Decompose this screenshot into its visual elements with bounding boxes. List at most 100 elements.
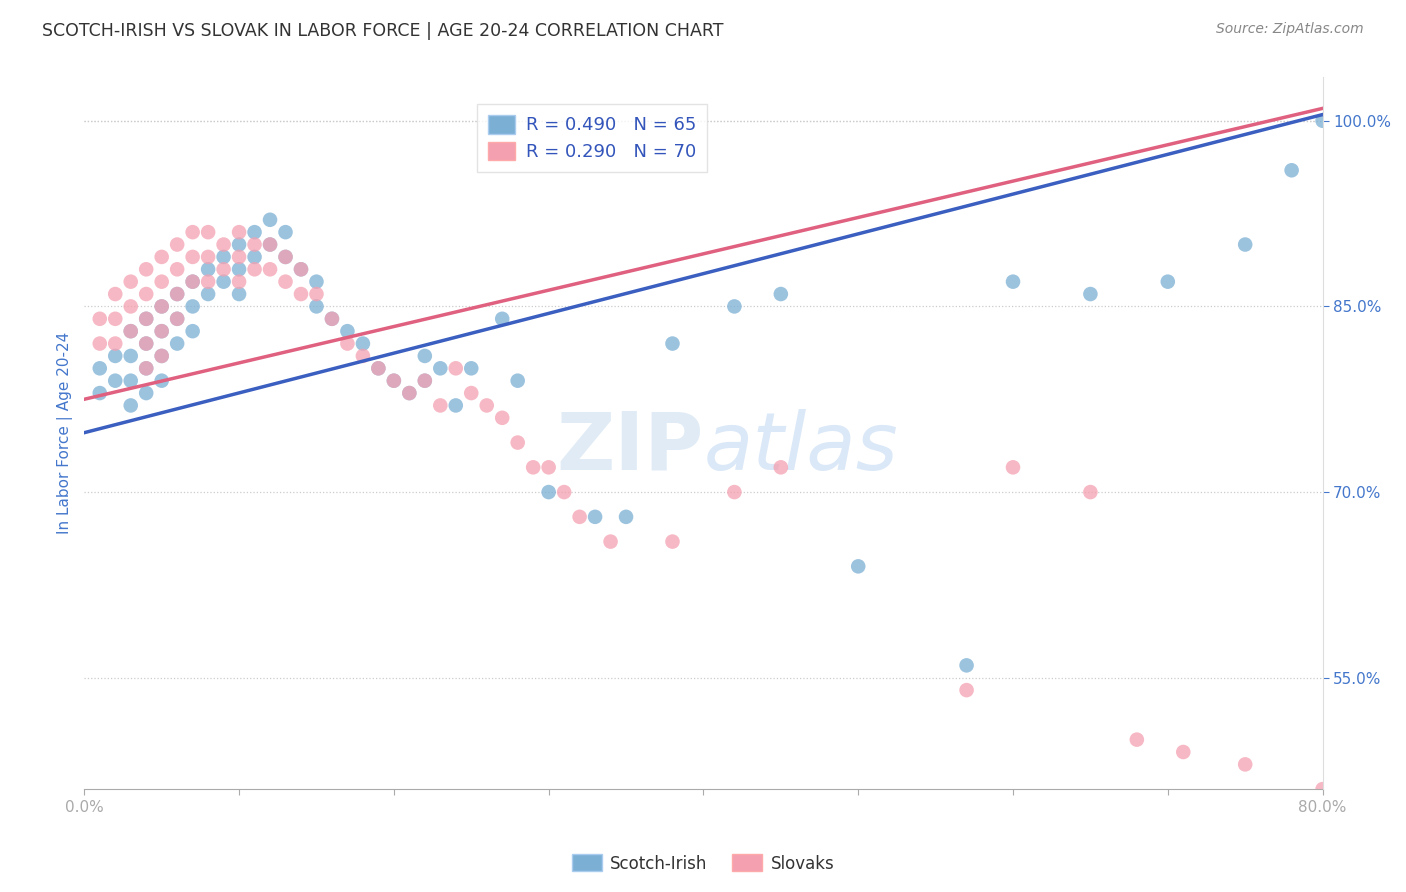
Point (150, 324, 173, 338)
Point (537, 485, 560, 500)
Point (398, 386, 420, 401)
Point (181, 300, 204, 314)
Legend: R = 0.490   N = 65, R = 0.290   N = 70: R = 0.490 N = 65, R = 0.290 N = 70 (477, 104, 707, 172)
Point (413, 349, 436, 363)
Point (150, 300, 173, 314)
Y-axis label: In Labor Force | Age 20-24: In Labor Force | Age 20-24 (58, 332, 73, 534)
Point (413, 374, 436, 388)
Point (305, 275, 328, 289)
Point (181, 250, 204, 264)
Point (491, 410, 513, 425)
Point (661, 534, 683, 549)
Point (259, 237, 281, 252)
Point (150, 324, 173, 338)
Point (429, 361, 451, 376)
Point (259, 237, 281, 252)
Point (135, 336, 157, 351)
Point (259, 212, 281, 227)
Point (120, 374, 142, 388)
Point (1157, 275, 1180, 289)
Point (166, 262, 188, 277)
Point (1234, 237, 1257, 252)
Point (104, 311, 127, 326)
Point (321, 311, 343, 326)
Point (181, 275, 204, 289)
Point (212, 250, 235, 264)
Point (181, 324, 204, 338)
Point (290, 262, 312, 277)
Point (212, 262, 235, 277)
Point (491, 311, 513, 326)
Point (1080, 287, 1102, 301)
Point (846, 559, 869, 574)
Point (382, 374, 405, 388)
Point (274, 225, 297, 239)
Point (89, 386, 111, 401)
Point (955, 683, 977, 698)
Point (444, 399, 467, 413)
Point (243, 237, 266, 252)
Point (305, 300, 328, 314)
Point (104, 287, 127, 301)
Point (290, 287, 312, 301)
Point (135, 311, 157, 326)
Point (336, 324, 359, 338)
Point (1234, 757, 1257, 772)
Point (290, 262, 312, 277)
Point (769, 460, 792, 475)
Point (1001, 460, 1024, 475)
Point (150, 374, 173, 388)
Point (135, 311, 157, 326)
Point (150, 275, 173, 289)
Point (181, 275, 204, 289)
Point (150, 349, 173, 363)
Point (104, 374, 127, 388)
Point (104, 336, 127, 351)
Point (166, 311, 188, 326)
Point (228, 250, 250, 264)
Point (212, 237, 235, 252)
Point (150, 300, 173, 314)
Text: atlas: atlas (703, 409, 898, 486)
Point (243, 225, 266, 239)
Point (228, 237, 250, 252)
Point (537, 460, 560, 475)
Point (413, 374, 436, 388)
Point (135, 262, 157, 277)
Point (135, 361, 157, 376)
Point (120, 300, 142, 314)
Point (197, 262, 219, 277)
Point (135, 386, 157, 401)
Point (367, 361, 389, 376)
Point (506, 435, 529, 450)
Point (166, 237, 188, 252)
Point (150, 250, 173, 264)
Point (336, 336, 359, 351)
Point (104, 349, 127, 363)
Point (120, 399, 142, 413)
Point (166, 336, 188, 351)
Point (166, 287, 188, 301)
Point (135, 287, 157, 301)
Point (1080, 485, 1102, 500)
Point (599, 534, 621, 549)
Point (1173, 745, 1195, 759)
Point (522, 460, 544, 475)
Point (228, 262, 250, 277)
Text: ZIP: ZIP (557, 409, 703, 486)
Point (553, 485, 575, 500)
Point (135, 361, 157, 376)
Point (259, 262, 281, 277)
Point (274, 250, 297, 264)
Point (723, 300, 745, 314)
Point (197, 275, 219, 289)
Point (1281, 163, 1303, 178)
Point (274, 275, 297, 289)
Point (120, 349, 142, 363)
Point (89, 361, 111, 376)
Point (769, 287, 792, 301)
Text: Source: ZipAtlas.com: Source: ZipAtlas.com (1216, 22, 1364, 37)
Point (197, 250, 219, 264)
Text: SCOTCH-IRISH VS SLOVAK IN LABOR FORCE | AGE 20-24 CORRELATION CHART: SCOTCH-IRISH VS SLOVAK IN LABOR FORCE | … (42, 22, 724, 40)
Point (460, 361, 482, 376)
